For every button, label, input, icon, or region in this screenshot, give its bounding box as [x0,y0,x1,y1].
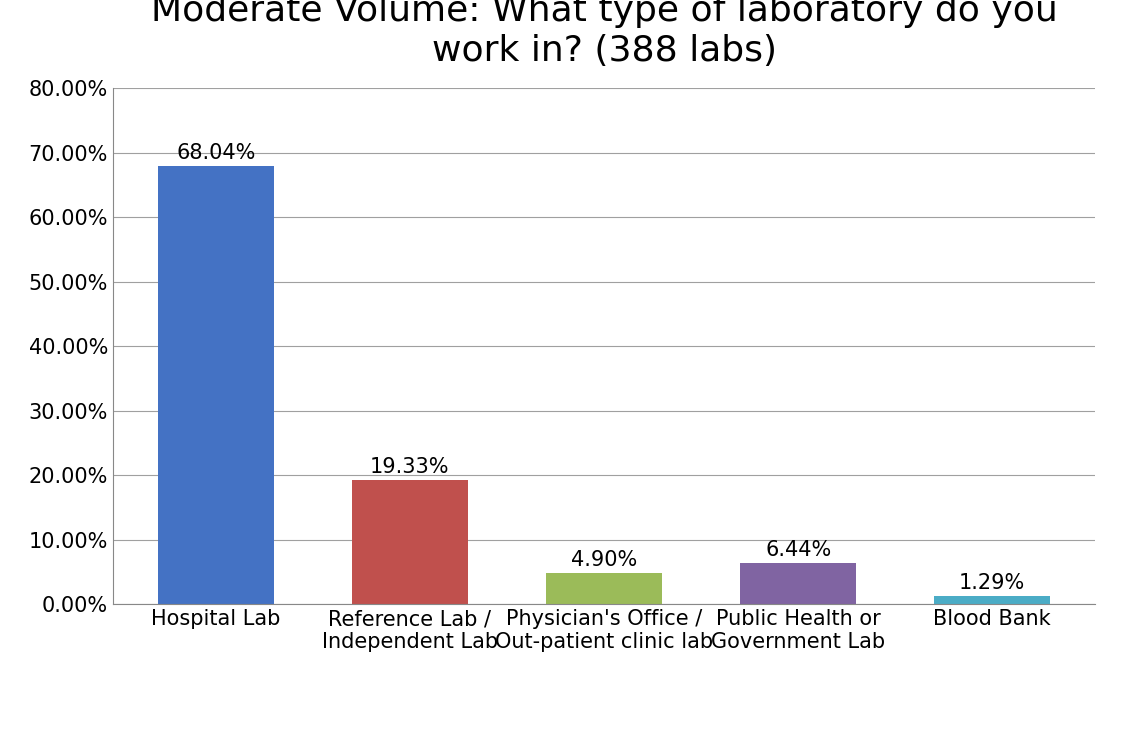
Bar [158,166,274,604]
Title: Moderate Volume: What type of laboratory do you
work in? (388 labs): Moderate Volume: What type of laboratory… [150,0,1058,68]
Text: 68.04%: 68.04% [176,143,255,163]
Text: 4.90%: 4.90% [571,550,637,570]
Bar [934,596,1050,604]
Bar [351,480,469,604]
Bar [739,563,857,604]
Text: 19.33%: 19.33% [370,457,449,477]
Text: 6.44%: 6.44% [765,540,831,560]
Bar [545,573,663,604]
Text: 1.29%: 1.29% [960,573,1025,593]
